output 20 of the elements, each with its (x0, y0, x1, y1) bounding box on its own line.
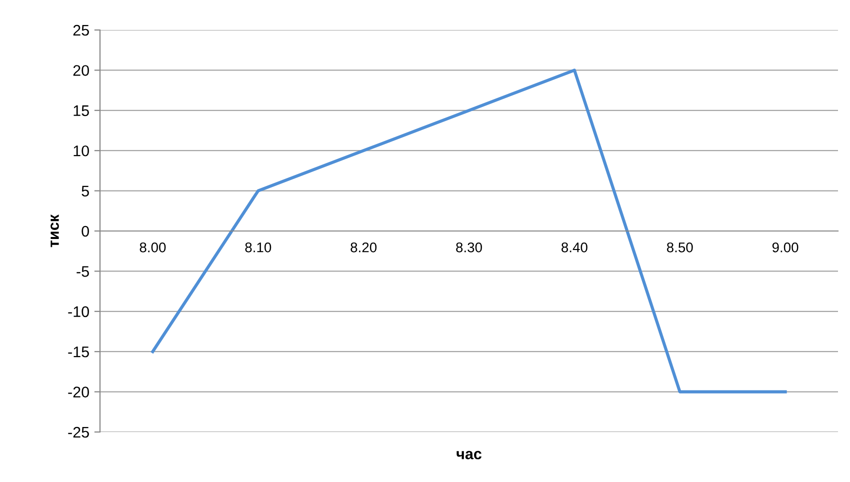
x-tick-label: 8.10 (245, 242, 272, 252)
y-tick-label: -15 (68, 346, 89, 358)
y-tick-label: 0 (82, 226, 89, 237)
x-tick-label: 8.20 (350, 242, 377, 252)
y-axis-title: тиск (50, 214, 59, 248)
y-tick-label: -10 (68, 306, 89, 318)
y-tick-label: -25 (68, 426, 89, 438)
y-tick-label: -20 (68, 386, 89, 398)
x-axis-title: час (456, 450, 482, 460)
x-tick-label: 8.00 (140, 242, 166, 252)
y-tick-label: 25 (73, 24, 89, 36)
x-tick-label: 8.40 (562, 242, 588, 252)
x-tick-label: 8.50 (666, 242, 693, 252)
y-tick-label: -5 (76, 266, 89, 277)
y-tick-label: 20 (73, 65, 89, 76)
x-tick-label: 8.30 (456, 242, 482, 252)
y-tick-label: 15 (74, 105, 89, 116)
y-tick-label: 5 (82, 186, 89, 196)
x-tick-label: 9.00 (772, 242, 798, 252)
y-tick-label: 10 (74, 145, 89, 156)
